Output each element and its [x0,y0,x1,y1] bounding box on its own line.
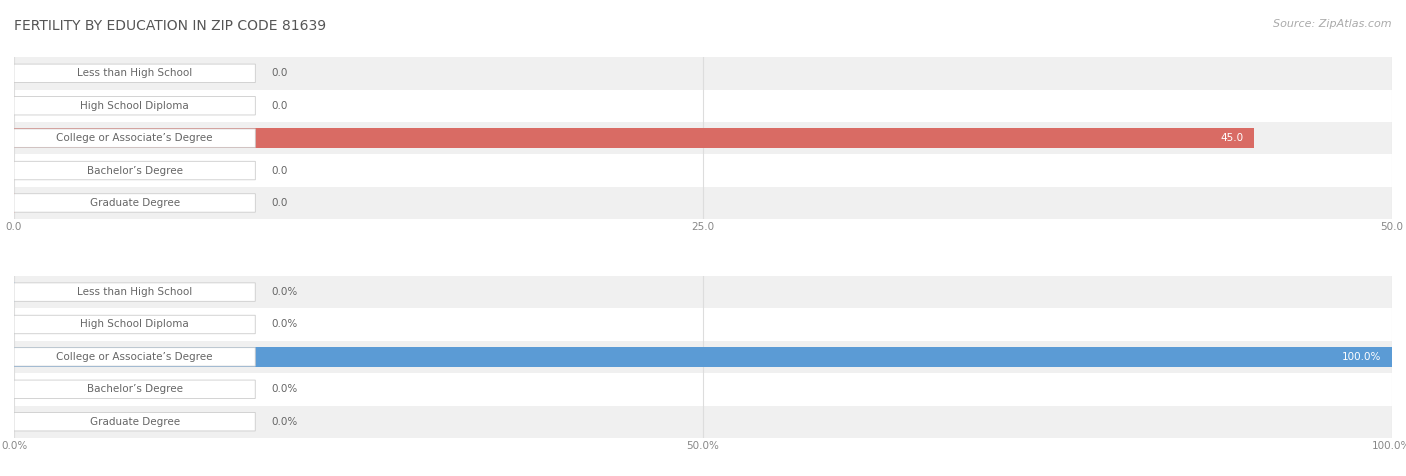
FancyBboxPatch shape [14,315,256,334]
FancyBboxPatch shape [14,380,256,398]
Text: Source: ZipAtlas.com: Source: ZipAtlas.com [1274,19,1392,29]
FancyBboxPatch shape [14,64,256,82]
FancyBboxPatch shape [14,413,256,431]
Text: 0.0: 0.0 [271,101,288,111]
Text: Bachelor’s Degree: Bachelor’s Degree [87,166,183,176]
Bar [14,154,1392,187]
Text: High School Diploma: High School Diploma [80,101,188,111]
Text: High School Diploma: High School Diploma [80,319,188,329]
Text: Bachelor’s Degree: Bachelor’s Degree [87,384,183,394]
Text: Less than High School: Less than High School [77,69,193,79]
FancyBboxPatch shape [14,347,256,366]
Bar [14,122,1392,154]
Text: 0.0: 0.0 [271,166,288,176]
Text: College or Associate’s Degree: College or Associate’s Degree [56,352,212,362]
Bar [14,187,1392,219]
Bar [14,308,1392,341]
Text: Graduate Degree: Graduate Degree [90,198,180,208]
Text: 0.0: 0.0 [271,69,288,79]
FancyBboxPatch shape [14,161,256,180]
Text: FERTILITY BY EDUCATION IN ZIP CODE 81639: FERTILITY BY EDUCATION IN ZIP CODE 81639 [14,19,326,33]
Text: 100.0%: 100.0% [1341,352,1381,362]
Text: 45.0: 45.0 [1220,133,1243,143]
FancyBboxPatch shape [14,97,256,115]
Bar [14,129,1254,148]
Bar [14,406,1392,438]
Text: 0.0%: 0.0% [271,384,298,394]
FancyBboxPatch shape [14,194,256,212]
Bar [14,347,1392,367]
Bar [14,89,1392,122]
FancyBboxPatch shape [14,129,256,148]
Text: College or Associate’s Degree: College or Associate’s Degree [56,133,212,143]
Text: 0.0%: 0.0% [271,416,298,426]
Bar [14,341,1392,373]
Text: 0.0%: 0.0% [271,319,298,329]
Text: 0.0: 0.0 [271,198,288,208]
Bar [14,57,1392,89]
Text: Less than High School: Less than High School [77,287,193,297]
Bar [14,373,1392,406]
Text: 0.0%: 0.0% [271,287,298,297]
FancyBboxPatch shape [14,283,256,301]
Text: Graduate Degree: Graduate Degree [90,416,180,426]
Bar [14,276,1392,308]
